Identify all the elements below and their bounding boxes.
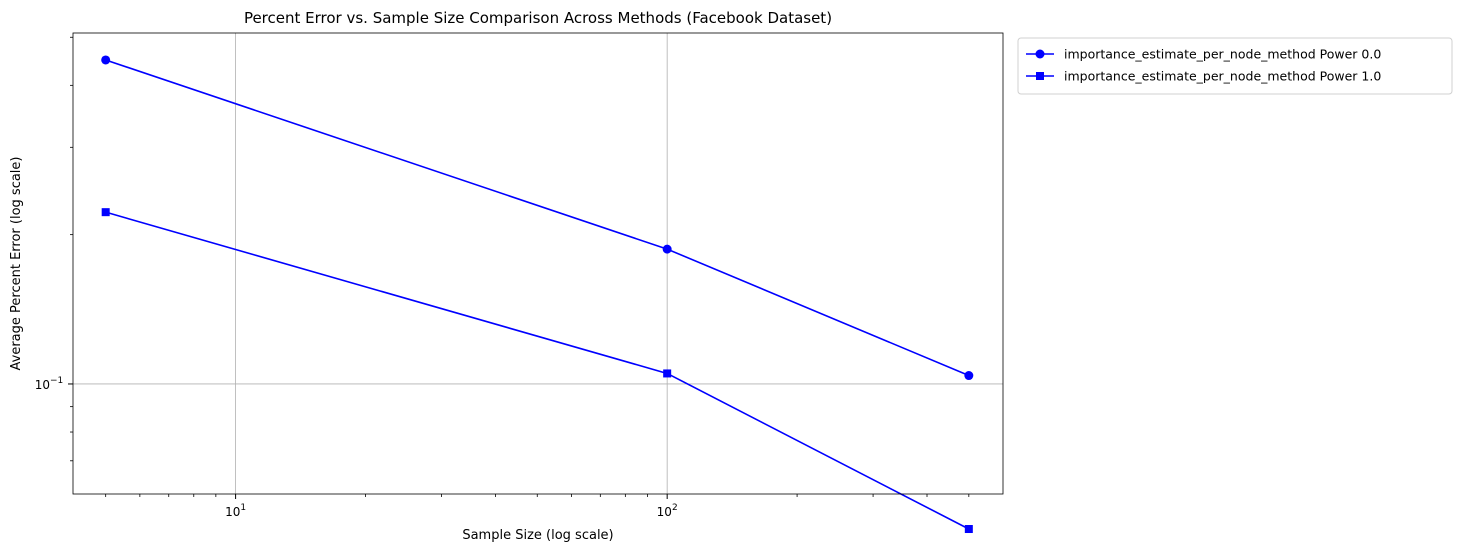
series-line-0 bbox=[105, 59, 970, 377]
legend-label-0: importance_estimate_per_node_method Powe… bbox=[1064, 47, 1381, 62]
x-axis-label: Sample Size (log scale) bbox=[462, 528, 613, 543]
series-line-1 bbox=[105, 211, 970, 530]
plot-series bbox=[101, 55, 974, 534]
y-axis-label: Average Percent Error (log scale) bbox=[9, 157, 24, 371]
series-1-point-1 bbox=[663, 369, 672, 378]
y-tick-label-0: 10−1 bbox=[35, 376, 64, 392]
legend-box bbox=[1017, 37, 1453, 95]
x-tick-label-1: 102 bbox=[657, 503, 678, 519]
series-1-point-2 bbox=[964, 525, 973, 534]
axis-ticks: 101 102 10−1 bbox=[35, 36, 970, 519]
x-tick-label-0: 101 bbox=[225, 503, 246, 519]
series-1-point-0 bbox=[101, 208, 110, 217]
legend-marker-0 bbox=[1035, 49, 1045, 59]
legend: importance_estimate_per_node_method Powe… bbox=[1017, 37, 1453, 95]
legend-marker-1 bbox=[1036, 72, 1044, 80]
series-0-point-0 bbox=[101, 55, 111, 65]
grid-lines bbox=[73, 33, 1003, 494]
chart-title: Percent Error vs. Sample Size Comparison… bbox=[244, 9, 832, 27]
series-0-point-2 bbox=[964, 371, 974, 381]
legend-label-1: importance_estimate_per_node_method Powe… bbox=[1064, 69, 1381, 84]
series-0-point-1 bbox=[662, 244, 672, 254]
plot-frame bbox=[72, 32, 1004, 495]
